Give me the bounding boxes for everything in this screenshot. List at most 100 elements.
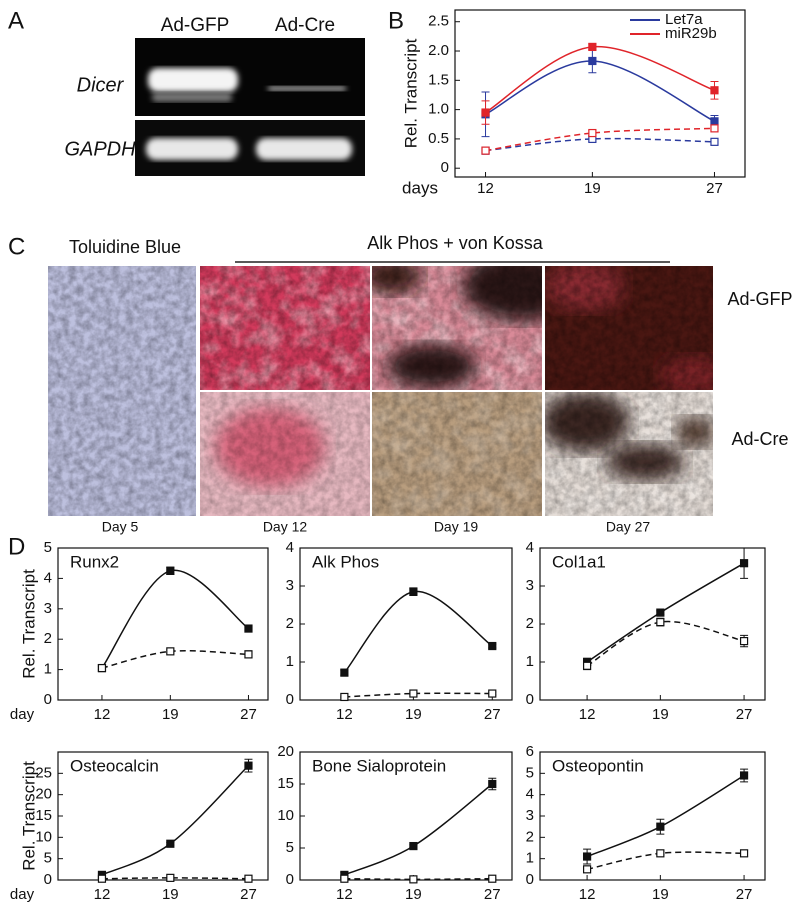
photo-row-label: Ad-Cre bbox=[731, 429, 788, 449]
y-tick-label: 0 bbox=[286, 691, 294, 708]
y-axis-label: Rel. Transcript bbox=[19, 761, 38, 871]
y-tick-label: 15 bbox=[35, 807, 52, 824]
x-tick-label: 12 bbox=[477, 180, 494, 197]
photo-header: Alk Phos + von Kossa bbox=[367, 233, 544, 253]
y-tick-label: 0 bbox=[526, 871, 534, 888]
photo-day-label: Day 19 bbox=[434, 519, 479, 535]
data-point bbox=[481, 108, 490, 117]
data-point bbox=[710, 137, 719, 146]
photo bbox=[372, 266, 542, 390]
data-point bbox=[710, 124, 719, 133]
gel-band bbox=[152, 92, 232, 102]
y-tick-label: 0.5 bbox=[428, 130, 449, 147]
y-tick-label: 1.0 bbox=[428, 101, 449, 118]
y-tick-label: 0 bbox=[441, 159, 449, 176]
data-point bbox=[488, 874, 497, 883]
photo-day-label: Day 5 bbox=[102, 519, 139, 535]
data-point bbox=[739, 636, 749, 646]
gel-band bbox=[268, 86, 346, 91]
x-tick-label: 12 bbox=[579, 706, 596, 723]
photo bbox=[200, 266, 370, 390]
panel-label: B bbox=[388, 7, 404, 34]
legend-label: miR29b bbox=[665, 25, 717, 42]
data-point bbox=[409, 689, 418, 698]
y-tick-label: 3 bbox=[526, 807, 534, 824]
x-axis-label: day bbox=[10, 886, 35, 903]
data-point bbox=[340, 692, 349, 702]
series-line bbox=[101, 877, 249, 880]
series-line bbox=[344, 877, 493, 881]
y-tick-label: 1 bbox=[44, 661, 52, 678]
series-line bbox=[485, 137, 715, 152]
photo bbox=[545, 392, 713, 516]
data-point bbox=[481, 146, 490, 155]
y-tick-label: 3 bbox=[44, 600, 52, 617]
x-tick-label: 19 bbox=[652, 706, 669, 723]
y-tick-label: 15 bbox=[277, 775, 294, 792]
data-point bbox=[656, 849, 665, 858]
photo bbox=[545, 266, 713, 390]
data-point bbox=[656, 617, 665, 627]
x-tick-label: 19 bbox=[652, 886, 669, 903]
data-point bbox=[409, 587, 418, 596]
series-line bbox=[485, 60, 715, 123]
data-point bbox=[97, 663, 107, 673]
series-line bbox=[586, 562, 745, 663]
x-tick-label: 12 bbox=[336, 886, 353, 903]
data-point bbox=[710, 117, 719, 126]
photo-day-label: Day 27 bbox=[606, 519, 651, 535]
y-tick-label: 2.0 bbox=[428, 42, 449, 59]
series-line bbox=[344, 783, 493, 876]
y-tick-label: 1 bbox=[526, 850, 534, 867]
y-tick-label: 4 bbox=[286, 539, 294, 556]
gel-band bbox=[256, 138, 352, 160]
series-line bbox=[586, 851, 745, 871]
y-tick-label: 2 bbox=[44, 630, 52, 647]
y-tick-label: 25 bbox=[35, 764, 52, 781]
data-point bbox=[340, 874, 349, 883]
y-tick-label: 3 bbox=[286, 577, 294, 594]
data-point bbox=[588, 128, 597, 138]
y-tick-label: 0 bbox=[44, 871, 52, 888]
series-line bbox=[101, 569, 249, 669]
series-line bbox=[101, 765, 249, 876]
data-point bbox=[588, 56, 597, 66]
legend-label: Let7a bbox=[665, 11, 703, 28]
y-axis-label: Rel. Transcript bbox=[19, 569, 38, 679]
x-tick-label: 19 bbox=[405, 886, 422, 903]
y-tick-label: 5 bbox=[44, 850, 52, 867]
x-tick-label: 12 bbox=[336, 706, 353, 723]
y-tick-label: 20 bbox=[35, 786, 52, 803]
data-point bbox=[588, 42, 597, 52]
x-axis-label: day bbox=[10, 706, 35, 723]
data-point bbox=[488, 689, 497, 698]
data-point bbox=[244, 650, 253, 659]
x-axis-label: days bbox=[402, 178, 438, 197]
data-point bbox=[166, 873, 175, 882]
x-tick-label: 27 bbox=[736, 886, 753, 903]
data-point bbox=[340, 668, 349, 677]
y-tick-label: 10 bbox=[35, 828, 52, 845]
x-tick-label: 19 bbox=[584, 180, 601, 197]
data-point bbox=[488, 641, 497, 651]
y-tick-label: 2 bbox=[526, 615, 534, 632]
y-tick-label: 10 bbox=[277, 807, 294, 824]
gel-column-label: Ad-GFP bbox=[161, 15, 230, 36]
x-tick-label: 19 bbox=[162, 706, 179, 723]
chart-title: Bone Sialoprotein bbox=[312, 756, 446, 775]
chart-title: Osteocalcin bbox=[70, 756, 159, 775]
gel-band bbox=[148, 68, 238, 92]
photo-day-label: Day 12 bbox=[263, 519, 308, 535]
photo-header: Toluidine Blue bbox=[69, 237, 181, 257]
gel-row-label: Dicer bbox=[77, 74, 125, 96]
data-point bbox=[97, 874, 107, 883]
y-tick-label: 1 bbox=[526, 653, 534, 670]
x-tick-label: 12 bbox=[94, 886, 111, 903]
y-axis-label: Rel. Transcript bbox=[401, 38, 420, 148]
y-tick-label: 5 bbox=[44, 539, 52, 556]
panel-label: C bbox=[8, 233, 25, 260]
photo bbox=[200, 392, 370, 516]
plot-frame bbox=[57, 547, 269, 701]
data-point bbox=[656, 822, 665, 831]
